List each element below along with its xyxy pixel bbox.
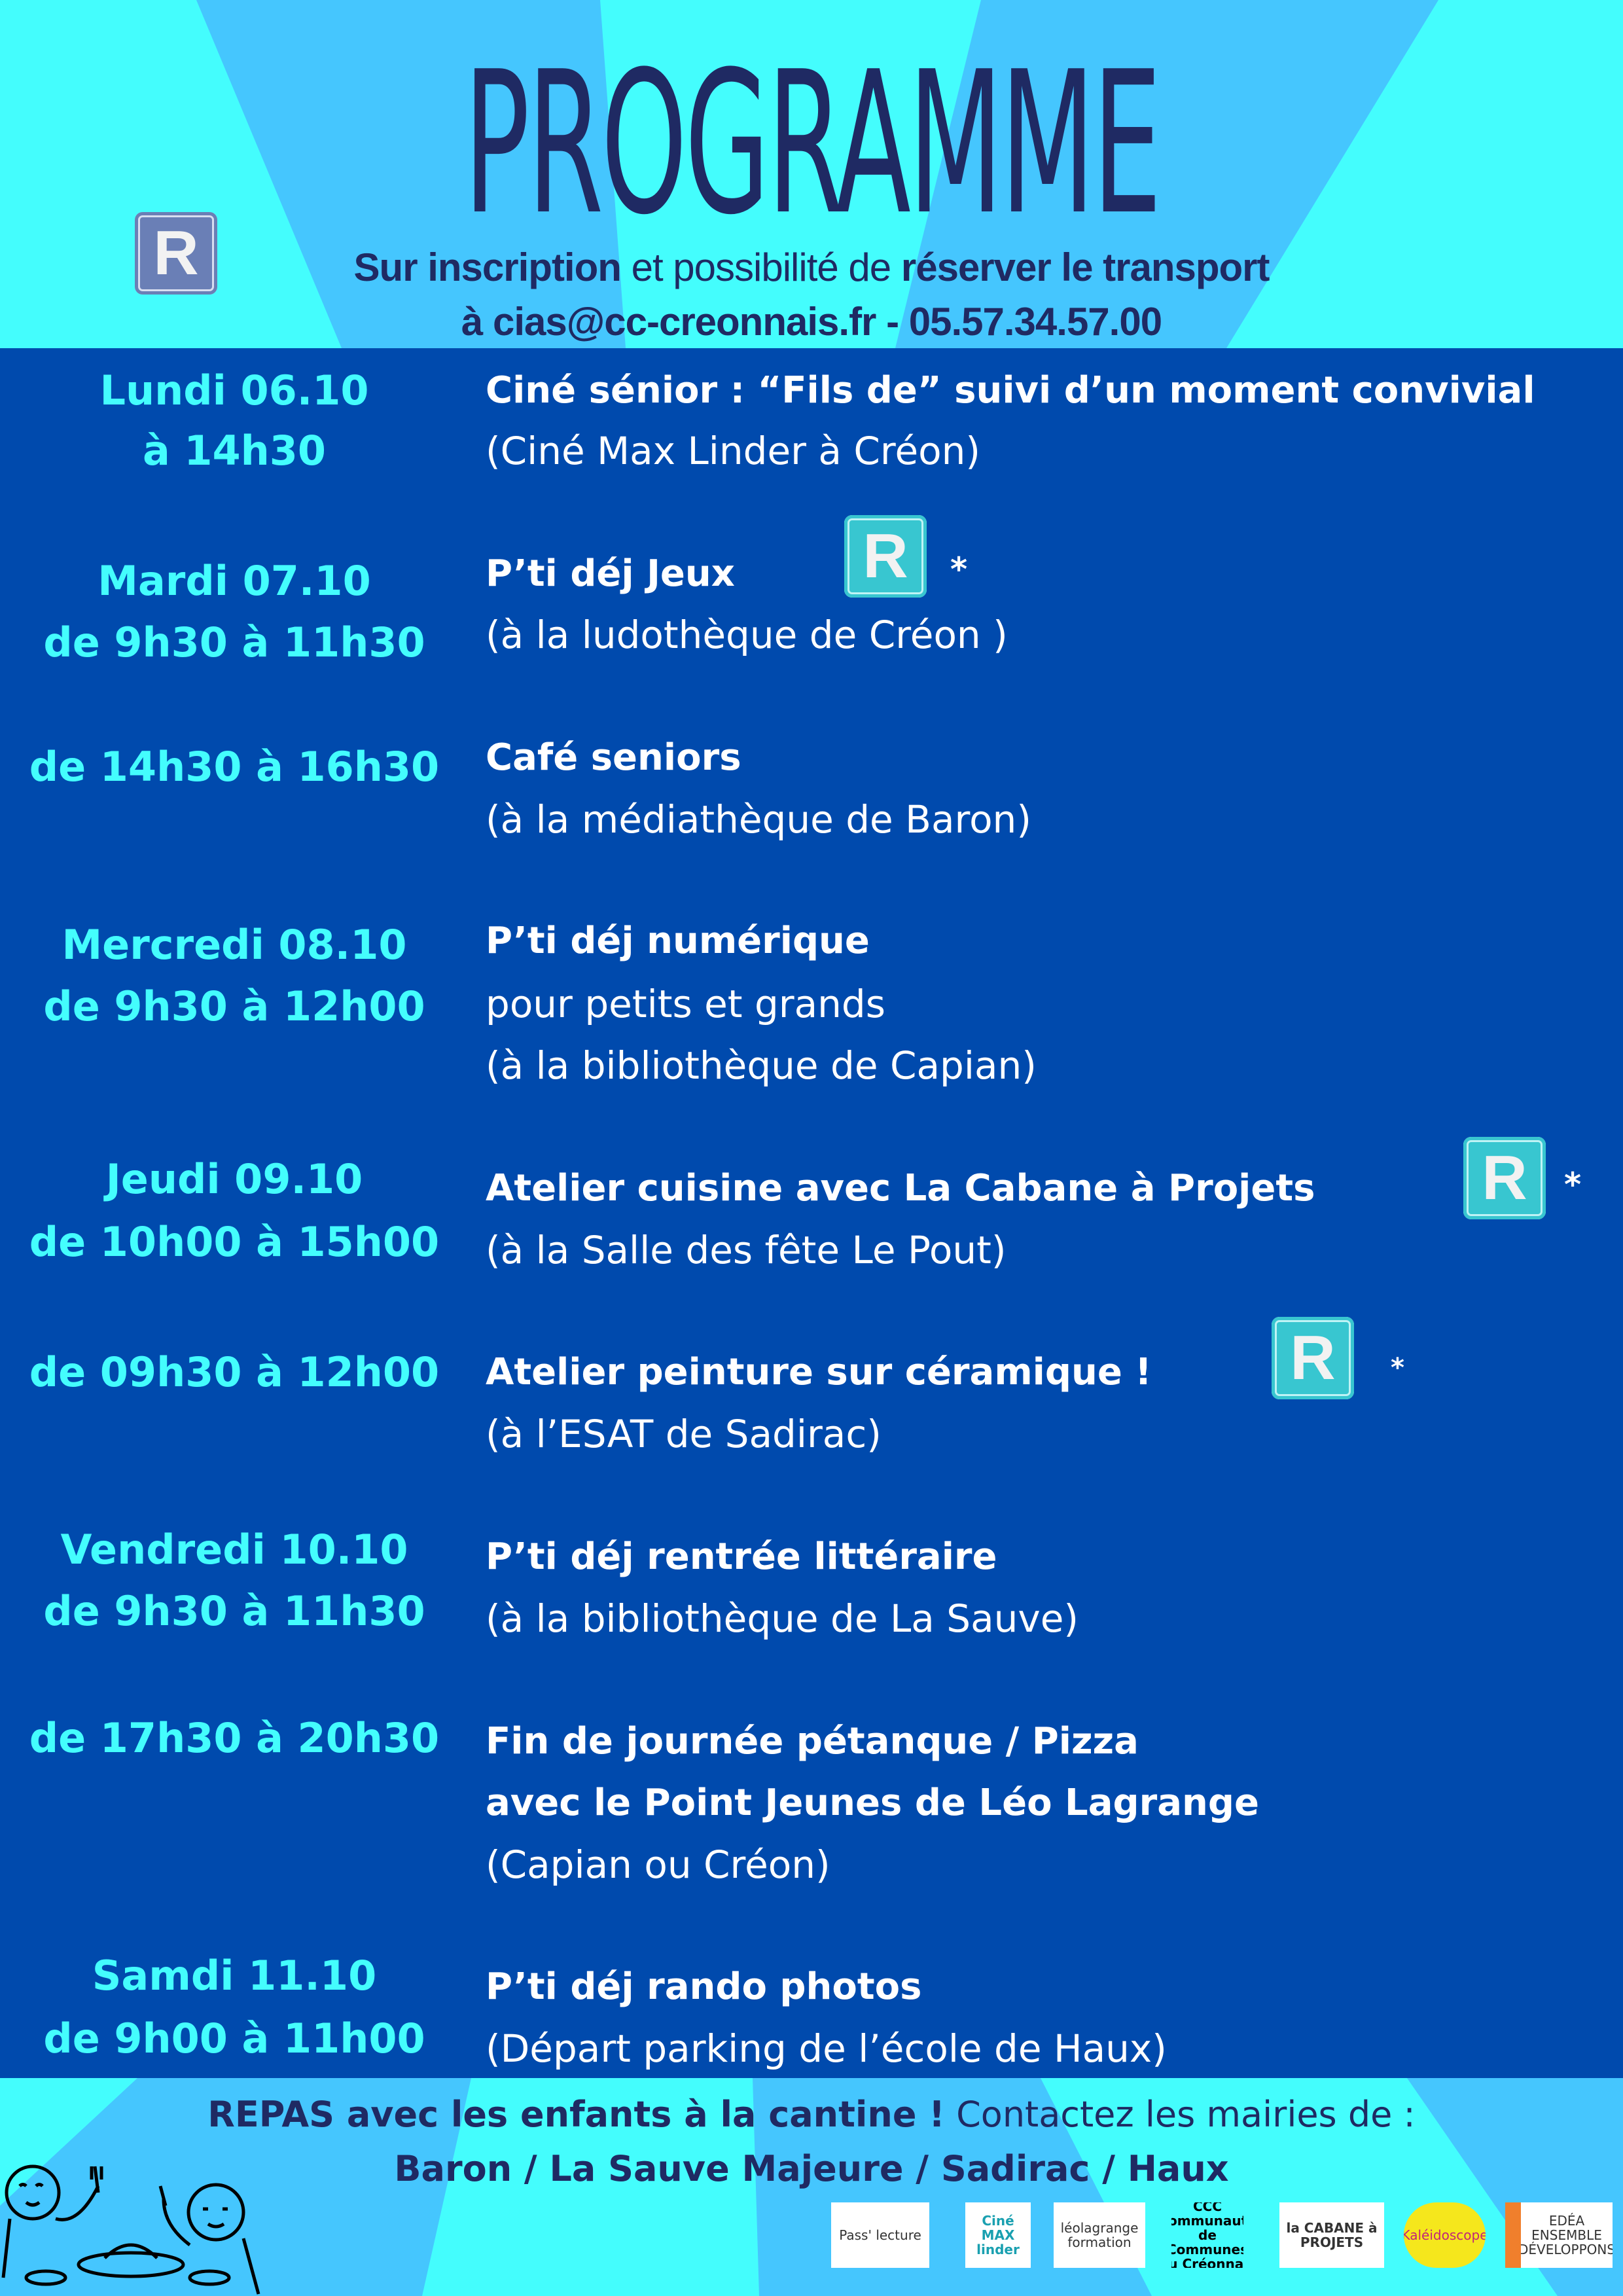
logo-kaleidoscope: Kaléidoscope — [1404, 2202, 1486, 2268]
event-title: P’ti déj Jeux — [486, 552, 735, 595]
event-time: de 17h30 à 20h30 — [29, 1714, 440, 1762]
event-date: Samdi 11.10 — [92, 1952, 377, 2000]
logo-cine-max-linder: Ciné MAX linder — [965, 2202, 1031, 2268]
event-time: de 14h30 à 16h30 — [29, 743, 440, 791]
event-date: Jeudi 09.10 — [105, 1155, 363, 1203]
event-location: (à la ludothèque de Créon ) — [486, 613, 1008, 657]
event-title: P’ti déj numérique — [486, 920, 870, 962]
event-title: Ciné sénior : “Fils de” suivi d’un momen… — [486, 369, 1535, 412]
event-location: (Ciné Max Linder à Créon) — [486, 429, 981, 473]
event-time: de 10h00 à 15h00 — [29, 1218, 440, 1266]
event-time: à 14h30 — [142, 427, 327, 475]
event-title: Fin de journée pétanque / Pizza — [486, 1720, 1139, 1763]
logo-leo-lagrange: léolagrange formation — [1054, 2202, 1145, 2268]
event-location: (à la Salle des fête Le Pout) — [486, 1228, 1007, 1272]
logo-pass-lecture: Pass' lecture — [831, 2202, 929, 2268]
event-title: Café seniors — [486, 736, 741, 779]
reservation-badge-icon: R — [1463, 1137, 1546, 1219]
asterisk-mark: * — [1391, 1353, 1404, 1383]
logo-edea: EDÉA ENSEMBLE DÉVELOPPONS — [1505, 2202, 1613, 2268]
transport-text: réserver le transport — [901, 245, 1270, 289]
event-time: de 09h30 à 12h00 — [29, 1348, 440, 1396]
event-time: de 9h30 à 11h30 — [43, 619, 425, 666]
children-eating-drawing-icon — [1, 2164, 260, 2295]
programme-band — [0, 348, 1623, 2078]
reservation-badge-icon: R — [1272, 1317, 1354, 1399]
page-title: PROGRAMME — [463, 29, 1162, 258]
asterisk-mark: * — [1564, 1166, 1582, 1204]
event-title-line2: avec le Point Jeunes de Léo Lagrange — [486, 1782, 1259, 1824]
contact-text: Contactez les mairies de : — [944, 2094, 1416, 2135]
event-title: P’ti déj rentrée littéraire — [486, 1535, 997, 1578]
event-date: Mercredi 08.10 — [62, 921, 407, 969]
footer-meal-line: REPAS avec les enfants à la cantine ! Co… — [0, 2093, 1623, 2136]
registration-text: Sur inscription — [353, 245, 622, 289]
reservation-badge-icon: R — [135, 212, 217, 295]
header-registration-line: Sur inscription et possibilité de réserv… — [0, 245, 1623, 291]
asterisk-mark: * — [950, 550, 968, 588]
event-title: Atelier cuisine avec La Cabane à Projets — [486, 1167, 1315, 1210]
reservation-badge-icon: R — [844, 515, 927, 598]
event-location: (Départ parking de l’école de Haux) — [486, 2026, 1167, 2071]
possibility-text: et possibilité de — [620, 245, 901, 289]
event-time: de 9h30 à 11h30 — [43, 1587, 425, 1635]
event-time: de 9h30 à 12h00 — [43, 982, 425, 1030]
event-subtitle: pour petits et grands — [486, 982, 885, 1026]
meal-text: REPAS avec les enfants à la cantine ! — [207, 2094, 945, 2135]
event-location: (à la bibliothèque de La Sauve) — [486, 1596, 1079, 1641]
event-title: Atelier peinture sur céramique ! — [486, 1351, 1152, 1393]
logo-ccc: CCC Communauté de Communes du Créonnais — [1171, 2202, 1243, 2268]
event-location: (à l’ESAT de Sadirac) — [486, 1412, 882, 1456]
event-time: de 9h00 à 11h00 — [43, 2015, 425, 2062]
event-date: Lundi 06.10 — [99, 367, 369, 414]
event-location: (à la bibliothèque de Capian) — [486, 1043, 1037, 1088]
event-date: Mardi 07.10 — [98, 557, 371, 605]
event-title: P’ti déj rando photos — [486, 1965, 922, 2008]
event-date: Vendredi 10.10 — [60, 1526, 408, 1573]
header-contact-line[interactable]: à cias@cc-creonnais.fr - 05.57.34.57.00 — [461, 300, 1162, 344]
footer-towns: Baron / La Sauve Majeure / Sadirac / Hau… — [394, 2148, 1229, 2189]
logo-la-cabane-a-projets: la CABANE à PROJETS — [1279, 2202, 1384, 2268]
event-location: (Capian ou Créon) — [486, 1842, 830, 1887]
event-location: (à la médiathèque de Baron) — [486, 797, 1031, 842]
